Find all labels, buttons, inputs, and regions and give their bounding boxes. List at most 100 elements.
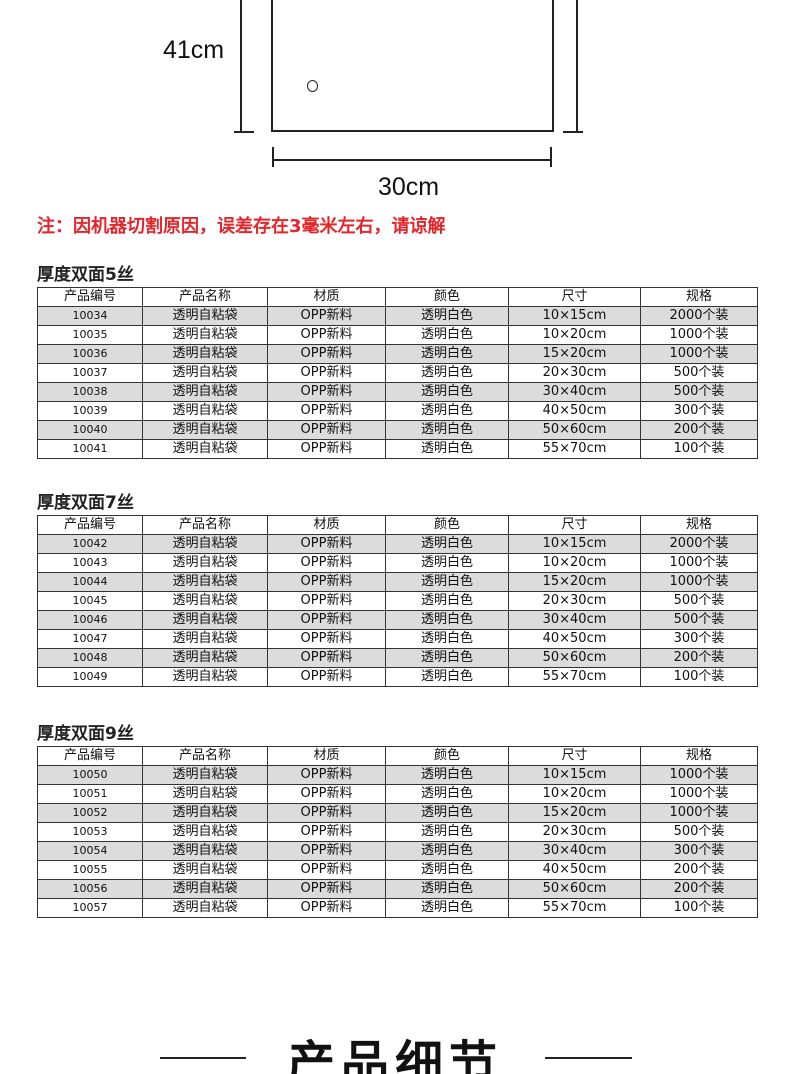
table-cell: 10045: [37, 591, 143, 611]
table-cell: 10×20cm: [508, 325, 641, 345]
table-row: 10048 透明自粘袋 OPP新料 透明白色 50×60cm 200个装: [37, 648, 758, 668]
table-cell: 透明白色: [385, 382, 509, 402]
column-header: 规格: [640, 287, 758, 307]
table-cell: OPP新料: [267, 898, 386, 918]
table-cell: 透明自粘袋: [142, 382, 268, 402]
column-header: 材质: [267, 287, 386, 307]
table-row: 10053 透明自粘袋 OPP新料 透明白色 20×30cm 500个装: [37, 822, 758, 842]
table-cell: 500个装: [640, 363, 758, 383]
table-cell: OPP新料: [267, 879, 386, 899]
table-cell: 透明自粘袋: [142, 363, 268, 383]
table-row: 10044 透明自粘袋 OPP新料 透明白色 15×20cm 1000个装: [37, 572, 758, 592]
column-header: 颜色: [385, 287, 509, 307]
table-row: 10043 透明自粘袋 OPP新料 透明白色 10×20cm 1000个装: [37, 553, 758, 573]
spec-section-title: 厚度双面5丝: [37, 265, 134, 285]
table-cell: 透明白色: [385, 860, 509, 880]
cutting-tolerance-note: 注：因机器切割原因，误差存在3毫米左右，请谅解: [37, 216, 446, 237]
column-header: 材质: [267, 746, 386, 766]
table-cell: 40×50cm: [508, 401, 641, 421]
table-cell: OPP新料: [267, 306, 386, 326]
table-cell: OPP新料: [267, 860, 386, 880]
table-row: 10049 透明自粘袋 OPP新料 透明白色 55×70cm 100个装: [37, 667, 758, 687]
table-cell: 透明白色: [385, 325, 509, 345]
table-cell: 透明白色: [385, 363, 509, 383]
table-cell: 透明白色: [385, 591, 509, 611]
table-cell: 10056: [37, 879, 143, 899]
table-cell: 20×30cm: [508, 363, 641, 383]
column-header: 规格: [640, 746, 758, 766]
table-row: 10047 透明自粘袋 OPP新料 透明白色 40×50cm 300个装: [37, 629, 758, 649]
table-cell: 10053: [37, 822, 143, 842]
table-cell: OPP新料: [267, 648, 386, 668]
table-cell: 透明白色: [385, 648, 509, 668]
table-cell: 透明自粘袋: [142, 306, 268, 326]
table-cell: 30×40cm: [508, 610, 641, 630]
table-cell: 10052: [37, 803, 143, 823]
table-cell: 透明白色: [385, 667, 509, 687]
column-header: 材质: [267, 515, 386, 535]
table-row: 10054 透明自粘袋 OPP新料 透明白色 30×40cm 300个装: [37, 841, 758, 861]
table-cell: 50×60cm: [508, 648, 641, 668]
table-cell: 1000个装: [640, 572, 758, 592]
table-cell: 300个装: [640, 401, 758, 421]
table-cell: 10050: [37, 765, 143, 785]
table-cell: 透明自粘袋: [142, 648, 268, 668]
table-cell: 10042: [37, 534, 143, 554]
table-cell: 透明自粘袋: [142, 803, 268, 823]
table-cell: 透明自粘袋: [142, 534, 268, 554]
table-cell: 500个装: [640, 591, 758, 611]
table-cell: 10038: [37, 382, 143, 402]
height-dimension-tick: [234, 131, 254, 133]
table-cell: OPP新料: [267, 765, 386, 785]
table-cell: 透明自粘袋: [142, 860, 268, 880]
table-cell: 100个装: [640, 898, 758, 918]
table-cell: 40×50cm: [508, 860, 641, 880]
table-cell: 透明白色: [385, 572, 509, 592]
table-cell: 55×70cm: [508, 898, 641, 918]
table-cell: 透明自粘袋: [142, 325, 268, 345]
column-header: 颜色: [385, 746, 509, 766]
table-cell: 10036: [37, 344, 143, 364]
table-cell: 透明自粘袋: [142, 629, 268, 649]
table-cell: 10×20cm: [508, 553, 641, 573]
table-cell: 100个装: [640, 439, 758, 459]
table-cell: 200个装: [640, 879, 758, 899]
table-cell: 50×60cm: [508, 879, 641, 899]
table-cell: 透明自粘袋: [142, 553, 268, 573]
table-cell: OPP新料: [267, 439, 386, 459]
table-cell: 透明自粘袋: [142, 784, 268, 804]
title-right-rule: [545, 1057, 632, 1059]
table-row: 10050 透明自粘袋 OPP新料 透明白色 10×15cm 1000个装: [37, 765, 758, 785]
table-cell: 55×70cm: [508, 439, 641, 459]
width-label: 30cm: [378, 173, 440, 201]
column-header: 规格: [640, 515, 758, 535]
table-cell: OPP新料: [267, 325, 386, 345]
table-cell: OPP新料: [267, 534, 386, 554]
width-dimension-line: [272, 159, 552, 161]
table-cell: 1000个装: [640, 344, 758, 364]
table-row: 10039 透明自粘袋 OPP新料 透明白色 40×50cm 300个装: [37, 401, 758, 421]
table-row: 10037 透明自粘袋 OPP新料 透明白色 20×30cm 500个装: [37, 363, 758, 383]
table-cell: 10049: [37, 667, 143, 687]
table-cell: 200个装: [640, 648, 758, 668]
table-cell: OPP新料: [267, 629, 386, 649]
table-cell: 10055: [37, 860, 143, 880]
table-cell: 透明自粘袋: [142, 765, 268, 785]
table-cell: 500个装: [640, 822, 758, 842]
width-dimension-tick-left: [272, 147, 274, 167]
table-cell: OPP新料: [267, 344, 386, 364]
table-cell: 透明自粘袋: [142, 439, 268, 459]
column-header: 尺寸: [508, 746, 641, 766]
table-cell: 10057: [37, 898, 143, 918]
table-cell: 10039: [37, 401, 143, 421]
table-cell: 透明白色: [385, 534, 509, 554]
table-cell: 30×40cm: [508, 382, 641, 402]
column-header: 产品编号: [37, 746, 143, 766]
table-cell: OPP新料: [267, 553, 386, 573]
table-cell: 透明白色: [385, 610, 509, 630]
right-dimension-tick: [563, 131, 583, 133]
table-row: 10046 透明自粘袋 OPP新料 透明白色 30×40cm 500个装: [37, 610, 758, 630]
table-cell: 20×30cm: [508, 591, 641, 611]
table-cell: 透明自粘袋: [142, 344, 268, 364]
table-cell: 透明白色: [385, 629, 509, 649]
